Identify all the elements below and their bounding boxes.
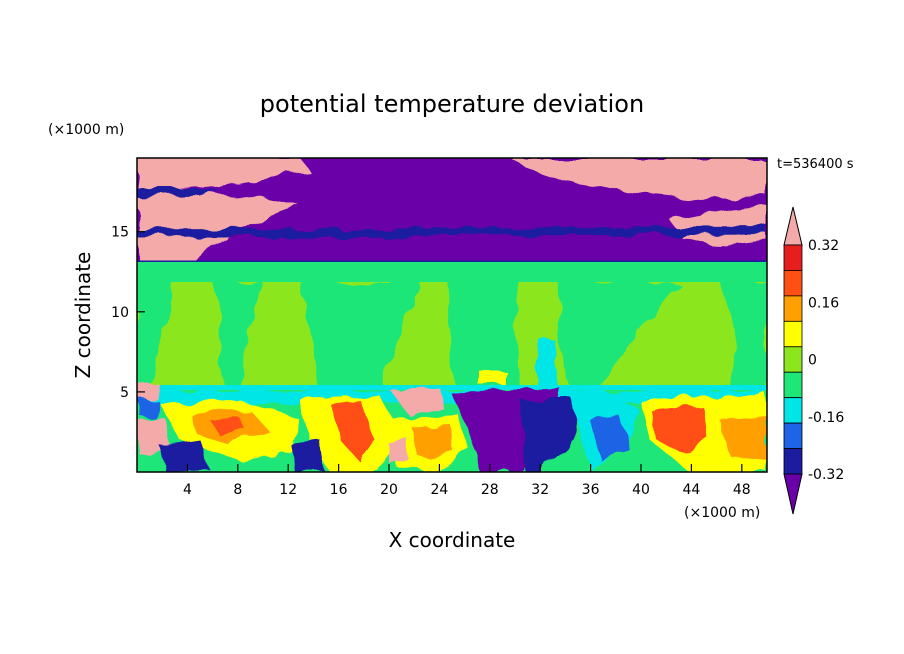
time-label: t=536400 s [777,157,854,172]
plot-frame [136,157,768,473]
colorbar-swatch [783,371,803,399]
x-axis: 4 8 12 16 20 24 28 32 36 40 44 48 [183,464,751,498]
cyan-interface [137,385,767,391]
colorbar-swatch [783,270,803,297]
colorbar-swatch [783,448,803,475]
y-tick-label: 5 [120,385,129,401]
colorbar-swatch [783,244,803,271]
x-tick-label: 4 [183,482,192,498]
colorbar-label: -0.32 [808,467,844,483]
green-column-2 [215,282,262,388]
blue-tail-left [137,190,220,198]
middle-layer-top [137,262,767,282]
contour-field [137,158,767,472]
colorbar-swatch [783,397,803,424]
y-unit-label: (×1000 m) [48,122,124,138]
colorbar-swatch [783,346,803,373]
colorbar-upper-extend [783,206,803,246]
x-tick-label: 44 [682,482,700,498]
green-column-4 [448,282,520,388]
colorbar-swatch [783,422,803,449]
x-tick-label: 12 [279,482,297,498]
colorbar-swatch [783,320,803,348]
x-tick-label: 24 [430,482,448,498]
yellow-spot [478,370,505,384]
colorbar-label: 0.32 [808,238,839,254]
pink-patch-upper-left [137,158,310,190]
cyan-plume [536,340,558,388]
x-tick-label: 20 [380,482,398,498]
x-tick-label: 36 [582,482,600,498]
colorbar-label: -0.16 [808,410,844,426]
colorbar: 0.32 0.16 0 -0.16 -0.32 [783,206,844,515]
pink-patch-upper-right [510,158,767,200]
green-column-5 [555,282,680,388]
x-tick-label: 40 [632,482,650,498]
y-tick-label: 10 [111,305,129,321]
y-tick-label: 15 [111,225,129,241]
colorbar-lower-extend [783,473,803,515]
green-column-1 [137,282,175,388]
chart-title: potential temperature deviation [260,90,644,118]
x-tick-label: 8 [233,482,242,498]
pink-patch-right [670,204,767,246]
x-tick-label: 16 [330,482,348,498]
y-axis: 5 10 15 [111,225,145,401]
green-column-6 [720,282,767,388]
colorbar-label: 0 [808,353,817,369]
colorbar-label: 0.16 [808,295,839,311]
colorbar-swatch [783,295,803,322]
x-tick-label: 48 [733,482,751,498]
pink-patch-left [137,192,300,262]
green-column-3 [300,282,420,388]
x-axis-label: X coordinate [389,528,516,552]
x-tick-label: 28 [481,482,499,498]
blue-band [137,226,767,238]
x-tick-label: 32 [531,482,549,498]
y-axis-label: Z coordinate [71,252,95,379]
x-unit-label: (×1000 m) [684,505,760,521]
